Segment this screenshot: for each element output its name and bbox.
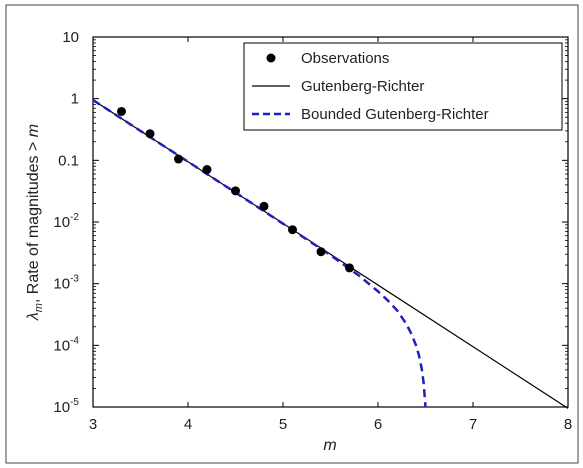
x-tick-label: 3	[89, 416, 97, 433]
observation-point	[145, 129, 155, 139]
legend-box	[243, 42, 563, 131]
legend: Observations Gutenberg-Richter Bounded G…	[243, 42, 563, 131]
y-tick-label: 10-5	[53, 397, 79, 416]
y-tick-label: 0.1	[58, 152, 79, 169]
x-tick-label: 7	[469, 416, 477, 433]
observation-point	[259, 201, 269, 211]
y-label-variable: m	[25, 124, 42, 137]
observation-point	[174, 154, 183, 164]
y-tick-label: 10	[62, 29, 79, 46]
x-axis-label: m	[323, 437, 336, 454]
y-axis-label: λm, Rate of magnitudes > m	[25, 124, 45, 321]
y-tick-label: 10-2	[53, 212, 79, 231]
observation-point	[345, 263, 354, 273]
y-tick-label-exponent: -3	[70, 274, 79, 285]
y-tick-label: 10-4	[53, 335, 79, 354]
series-layer	[92, 98, 569, 409]
x-axis-ticks: 3 4 5 6 7 8	[89, 37, 572, 433]
figure-frame	[5, 4, 579, 464]
y-tick-label-base: 10	[53, 276, 70, 293]
y-label-subscript: m	[33, 303, 45, 312]
series-line-bounded-gutenberg-richter	[92, 98, 427, 408]
x-tick-label: 5	[279, 416, 287, 433]
y-tick-label-base: 10	[53, 399, 70, 416]
legend-marker-observations	[266, 53, 276, 63]
y-label-text: , Rate of magnitudes >	[25, 137, 42, 303]
observation-point	[231, 186, 240, 196]
y-label-symbol: λ	[25, 312, 42, 321]
y-tick-label: 1	[71, 91, 79, 108]
y-tick-label: 10-3	[53, 274, 79, 293]
y-tick-label-exponent: -2	[70, 212, 79, 223]
x-tick-label: 6	[374, 416, 382, 433]
x-tick-label: 4	[184, 416, 192, 433]
observation-point	[202, 165, 212, 175]
y-tick-label-exponent: -4	[70, 335, 79, 346]
observation-point	[288, 225, 297, 235]
observation-point	[316, 247, 326, 257]
legend-label-gutenberg-richter: Gutenberg-Richter	[301, 78, 424, 95]
y-tick-label-base: 10	[53, 214, 70, 231]
y-tick-label-exponent: -5	[70, 397, 79, 408]
legend-label-observations: Observations	[301, 50, 389, 67]
legend-label-bounded-gutenberg-richter: Bounded Gutenberg-Richter	[301, 106, 489, 123]
observation-point	[117, 106, 126, 116]
y-tick-label-base: 10	[53, 337, 70, 354]
x-tick-label: 8	[564, 416, 572, 433]
